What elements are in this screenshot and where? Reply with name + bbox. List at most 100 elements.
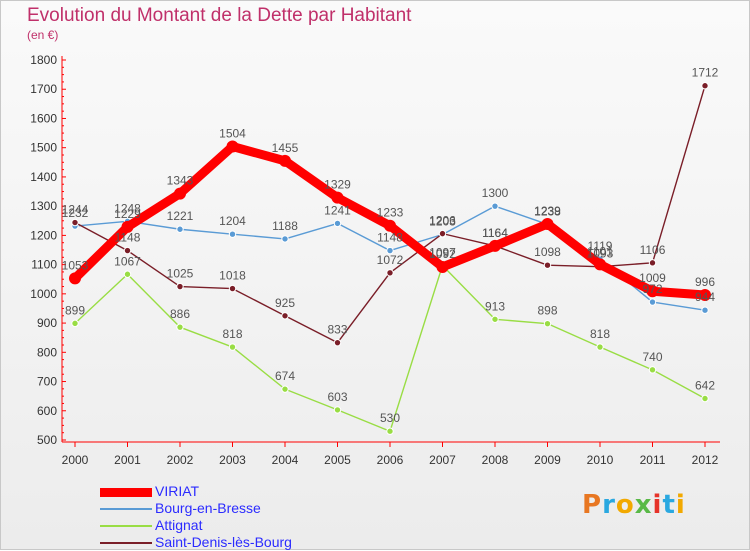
- x-tick-label: 2000: [62, 453, 89, 467]
- legend-label: VIRIAT: [155, 483, 200, 499]
- y-tick-label: 1000: [30, 287, 57, 301]
- data-label: 1097: [429, 245, 456, 259]
- legend-swatch: [100, 525, 152, 527]
- data-point: [228, 284, 237, 293]
- data-label: 886: [170, 307, 190, 321]
- data-point: [281, 385, 289, 393]
- legend-label: Bourg-en-Bresse: [155, 500, 261, 516]
- data-label: 1248: [114, 201, 141, 215]
- data-label: 1106: [640, 243, 666, 257]
- data-label: 1101: [587, 244, 613, 258]
- x-tick-label: 2011: [640, 453, 666, 467]
- data-label: 944: [695, 290, 715, 304]
- y-tick-label: 600: [37, 404, 57, 418]
- data-label: 1232: [62, 206, 89, 220]
- data-point: [123, 270, 132, 278]
- data-point: [176, 225, 184, 233]
- data-point: [436, 260, 449, 273]
- data-point: [226, 140, 239, 153]
- y-tick-label: 700: [37, 375, 57, 389]
- data-label: 1329: [324, 178, 351, 192]
- data-label: 898: [537, 304, 557, 318]
- data-label: 1206: [429, 214, 456, 228]
- data-point: [596, 343, 604, 351]
- data-label: 642: [695, 378, 715, 392]
- data-label: 925: [275, 296, 295, 310]
- data-label: 1239: [534, 204, 561, 218]
- data-point: [648, 259, 657, 267]
- data-label: 740: [642, 350, 662, 364]
- y-tick-label: 1500: [30, 141, 57, 155]
- data-label: 818: [222, 327, 242, 341]
- data-label: 530: [380, 411, 400, 425]
- data-point: [541, 217, 554, 230]
- data-point: [228, 230, 237, 238]
- data-point: [333, 338, 342, 347]
- data-label: 1164: [482, 226, 508, 240]
- data-label: 1093: [587, 247, 614, 261]
- data-point: [701, 394, 709, 403]
- x-tick-label: 2007: [429, 453, 456, 467]
- data-label: 1203: [429, 215, 456, 229]
- data-label: 1455: [272, 141, 299, 155]
- data-point: [281, 235, 289, 243]
- data-label: 1188: [272, 219, 298, 233]
- data-point: [123, 246, 132, 255]
- data-point: [71, 218, 79, 227]
- data-label: 1504: [219, 127, 246, 141]
- data-point: [543, 319, 552, 328]
- data-point: [543, 261, 552, 269]
- x-tick-label: 2005: [324, 453, 351, 467]
- x-tick-label: 2010: [587, 453, 614, 467]
- x-tick-label: 2002: [167, 453, 194, 467]
- data-label: 818: [590, 327, 610, 341]
- data-label: 1092: [429, 247, 456, 261]
- data-label: 1204: [219, 214, 246, 228]
- data-point: [489, 239, 501, 252]
- data-label: 1221: [167, 209, 194, 223]
- data-point: [333, 406, 342, 414]
- x-tick-label: 2006: [377, 453, 404, 467]
- y-tick-label: 1300: [30, 199, 57, 213]
- data-label: 1164: [482, 226, 508, 240]
- data-label: 1244: [62, 203, 89, 217]
- x-tick-label: 2001: [114, 453, 141, 467]
- data-point: [176, 282, 184, 291]
- y-tick-label: 900: [37, 316, 57, 330]
- data-point: [648, 298, 657, 306]
- data-point: [176, 323, 184, 331]
- data-label: 1343: [167, 174, 194, 188]
- data-point: [331, 191, 344, 204]
- chart-unit-label: (en €): [27, 28, 59, 42]
- x-tick-label: 2009: [534, 453, 561, 467]
- data-point: [174, 187, 186, 200]
- data-label: 899: [65, 303, 85, 317]
- data-label: 1229: [114, 207, 141, 221]
- data-point: [333, 219, 342, 228]
- data-label: 996: [695, 275, 715, 289]
- data-label: 972: [642, 282, 662, 296]
- data-point: [701, 306, 709, 314]
- data-point: [491, 202, 499, 210]
- legend-label: Saint-Denis-lès-Bourg: [155, 534, 292, 550]
- data-label: 1241: [324, 203, 351, 217]
- data-point: [438, 229, 447, 238]
- x-tick-label: 2012: [692, 453, 719, 467]
- data-label: 1072: [377, 253, 404, 267]
- data-point: [648, 366, 657, 374]
- y-tick-label: 1600: [30, 111, 57, 125]
- data-point: [386, 427, 394, 435]
- y-tick-label: 800: [37, 345, 57, 359]
- legend-swatch: [100, 487, 152, 497]
- data-point: [386, 269, 394, 277]
- data-label: 1053: [62, 258, 89, 272]
- data-point: [386, 246, 394, 255]
- data-label: 1712: [692, 66, 719, 80]
- series-line: [74, 264, 706, 432]
- data-point: [646, 285, 659, 298]
- y-tick-label: 1800: [30, 53, 57, 67]
- y-tick-label: 1200: [30, 228, 57, 242]
- data-point: [279, 154, 291, 167]
- legend-label: Attignat: [155, 517, 203, 533]
